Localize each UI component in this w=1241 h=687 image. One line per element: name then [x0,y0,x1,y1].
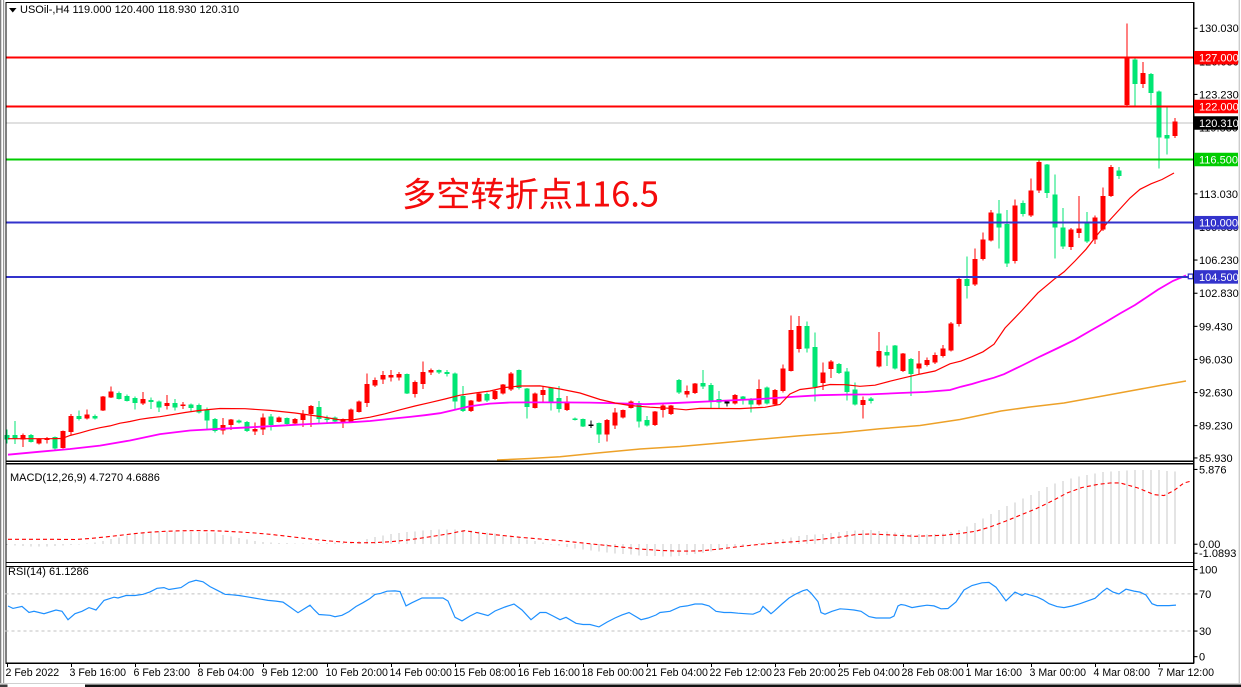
svg-text:23 Feb 20:00: 23 Feb 20:00 [774,667,837,679]
svg-text:1 Mar 16:00: 1 Mar 16:00 [966,667,1023,679]
svg-text:MACD(12,26,9) 4.7270 4.6886: MACD(12,26,9) 4.7270 4.6886 [10,472,160,484]
svg-text:18 Feb 00:00: 18 Feb 00:00 [582,667,645,679]
svg-text:99.430: 99.430 [1199,321,1233,333]
svg-text:113.030: 113.030 [1199,189,1238,201]
svg-text:85.930: 85.930 [1199,453,1233,465]
svg-text:122.000: 122.000 [1199,102,1239,114]
svg-text:16 Feb 16:00: 16 Feb 16:00 [518,667,581,679]
svg-text:8 Feb 04:00: 8 Feb 04:00 [198,667,255,679]
svg-text:106.230: 106.230 [1199,255,1239,267]
svg-text:28 Feb 08:00: 28 Feb 08:00 [902,667,965,679]
svg-text:102.830: 102.830 [1199,288,1239,300]
svg-text:15 Feb 08:00: 15 Feb 08:00 [454,667,517,679]
svg-text:25 Feb 04:00: 25 Feb 04:00 [838,667,901,679]
svg-text:22 Feb 12:00: 22 Feb 12:00 [710,667,773,679]
svg-text:2 Feb 2022: 2 Feb 2022 [6,667,60,679]
svg-text:9 Feb 12:00: 9 Feb 12:00 [262,667,319,679]
svg-text:110.000: 110.000 [1199,218,1238,230]
svg-text:14 Feb 00:00: 14 Feb 00:00 [390,667,453,679]
svg-text:21 Feb 04:00: 21 Feb 04:00 [646,667,709,679]
svg-text:127.000: 127.000 [1199,53,1239,65]
svg-text:89.230: 89.230 [1199,421,1233,433]
svg-text:104.500: 104.500 [1199,272,1239,284]
svg-text:30: 30 [1199,626,1211,638]
svg-text:116.500: 116.500 [1199,155,1238,167]
svg-text:-1.0893: -1.0893 [1199,548,1236,560]
svg-text:70: 70 [1199,589,1211,601]
svg-text:0.00: 0.00 [1199,539,1220,551]
svg-text:96.030: 96.030 [1199,354,1233,366]
svg-text:130.030: 130.030 [1199,23,1239,35]
svg-text:100: 100 [1199,565,1217,577]
svg-text:0: 0 [1199,652,1205,664]
svg-text:10 Feb 20:00: 10 Feb 20:00 [326,667,389,679]
svg-text:3 Feb 16:00: 3 Feb 16:00 [70,667,127,679]
svg-text:4 Mar 08:00: 4 Mar 08:00 [1094,667,1151,679]
svg-text:5.876: 5.876 [1199,464,1227,476]
svg-text:3 Mar 00:00: 3 Mar 00:00 [1030,667,1087,679]
svg-text:7 Mar 12:00: 7 Mar 12:00 [1158,667,1215,679]
svg-text:123.230: 123.230 [1199,89,1239,101]
svg-text:92.630: 92.630 [1199,388,1233,400]
svg-text:RSI(14) 61.1286: RSI(14) 61.1286 [8,566,89,578]
svg-text:6 Feb 23:00: 6 Feb 23:00 [134,667,191,679]
svg-text:120.310: 120.310 [1199,118,1239,130]
svg-text:USOil-,H4 119.000 120.400 118: USOil-,H4 119.000 120.400 118.930 120.31… [20,4,239,16]
